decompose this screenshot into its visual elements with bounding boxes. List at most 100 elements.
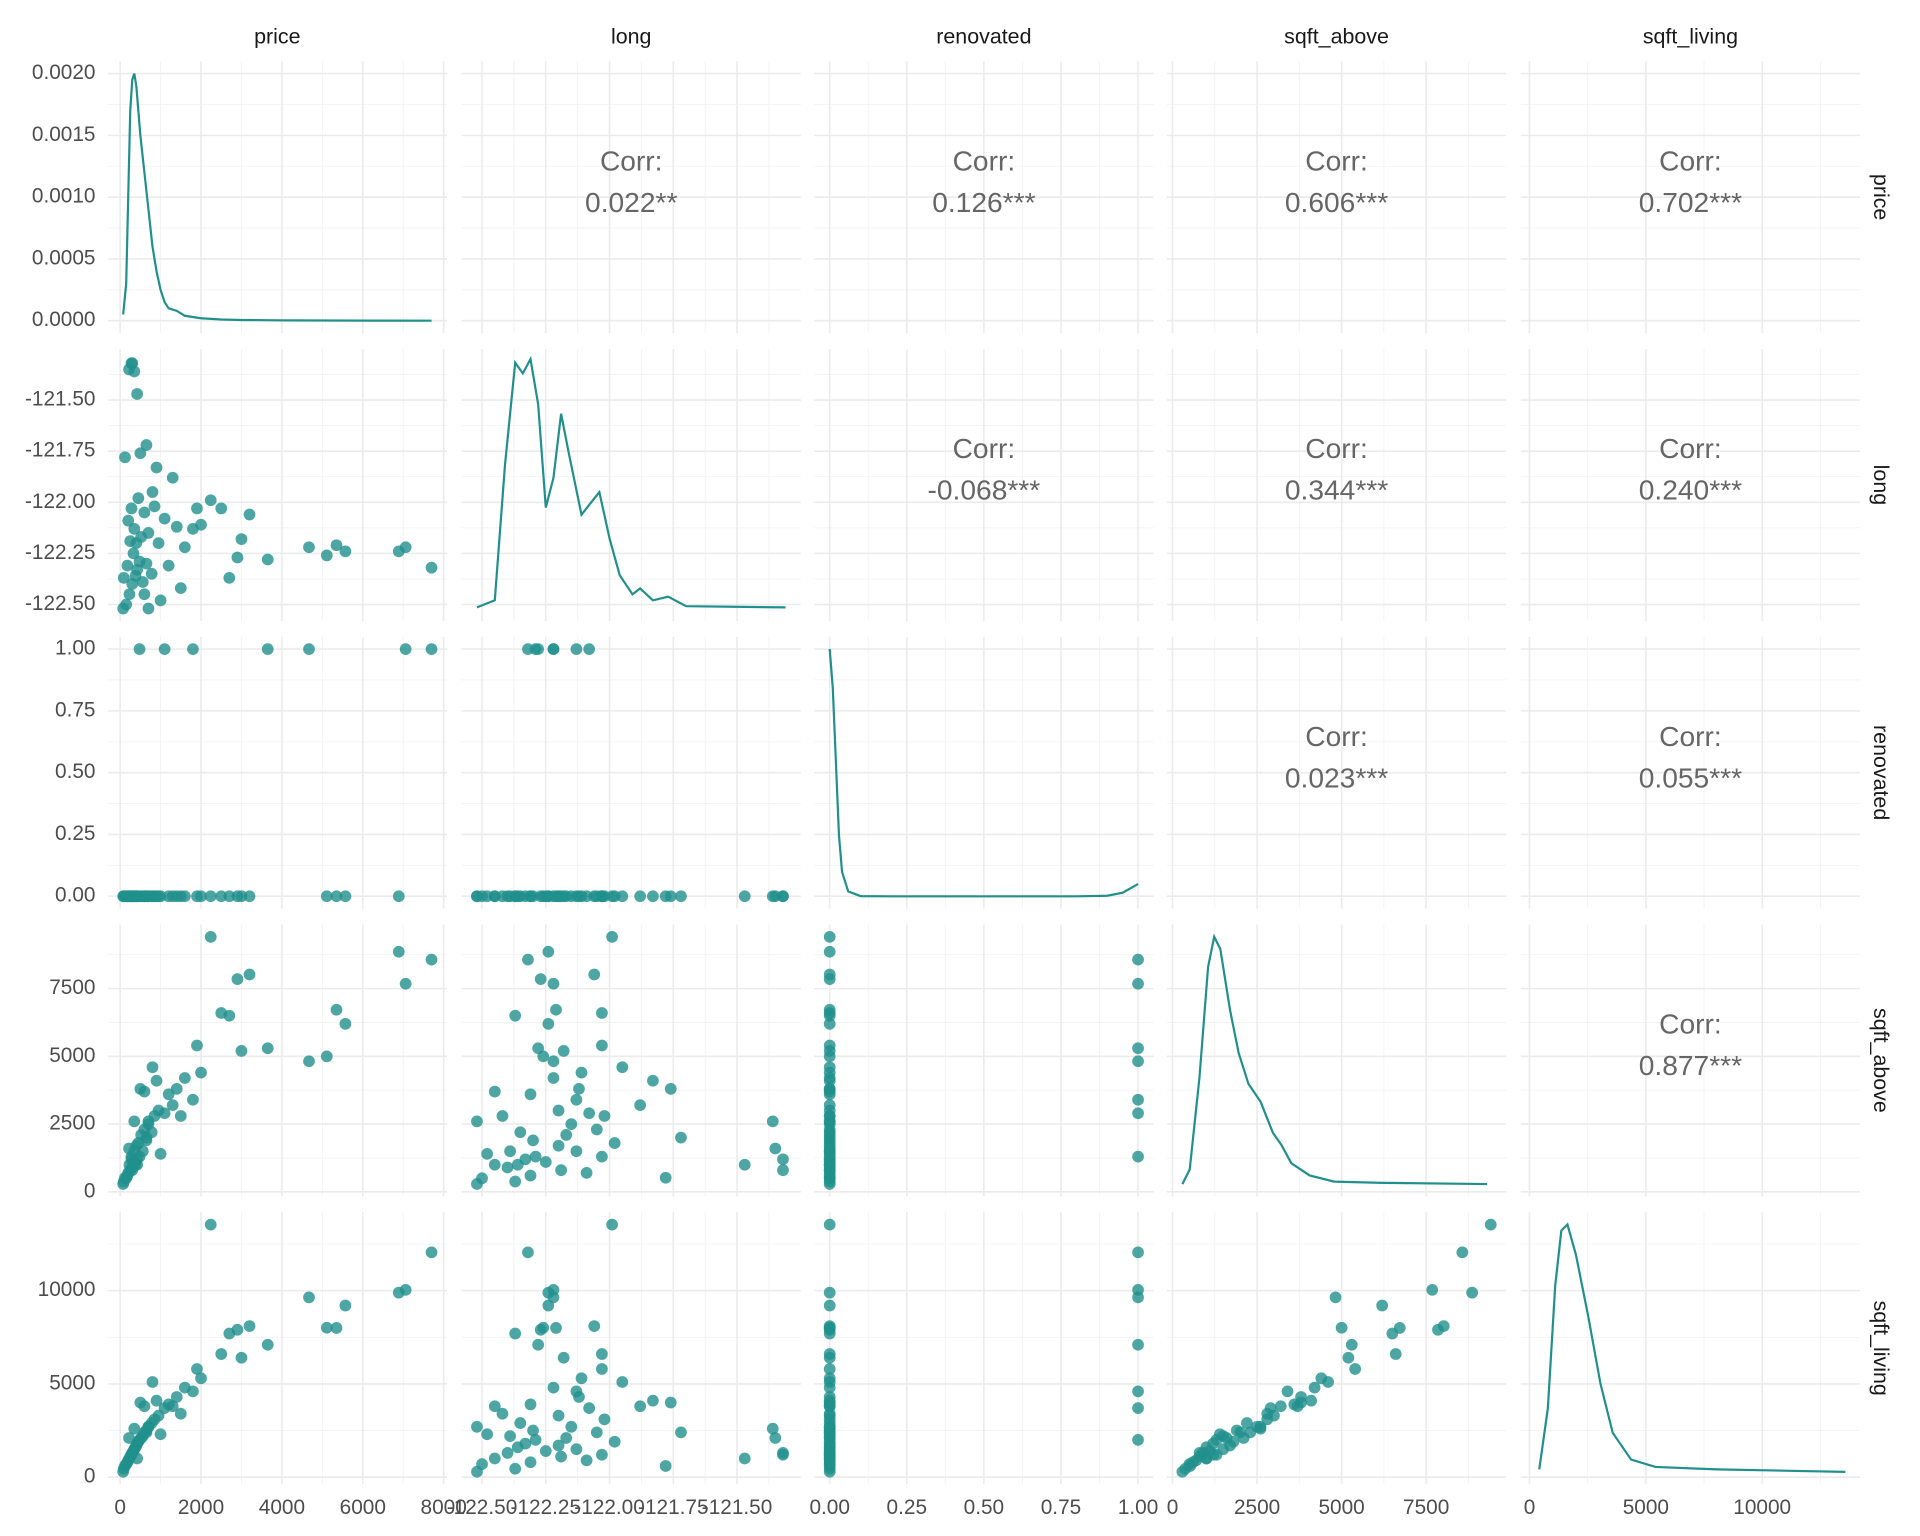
corr-value: 0.126*** (932, 187, 1035, 218)
scatter-point (117, 1465, 130, 1478)
scatter-point (204, 1218, 217, 1231)
y-tick-label: 0.25 (55, 822, 95, 845)
scatter-point (174, 1407, 187, 1420)
row-strip-label: price (1869, 174, 1893, 220)
scatter-point (823, 1286, 836, 1299)
panel: Corr: -0.068*** (814, 348, 1154, 621)
scatter-point (471, 1465, 483, 1478)
scatter-point (608, 1137, 621, 1149)
scatter-point (162, 1088, 175, 1101)
x-tick-label: -122.00 (574, 1496, 645, 1519)
scatter-point (501, 1161, 514, 1174)
scatter-point (124, 535, 137, 547)
scatter-point (557, 1351, 570, 1364)
corr-title: Corr: (1659, 1009, 1722, 1040)
scatter-point (392, 890, 405, 903)
scatter-point (1176, 1465, 1189, 1478)
scatter-point (547, 977, 560, 990)
y-tick-label: 0.50 (55, 760, 95, 783)
scatter-point (148, 500, 161, 513)
y-tick-label: 0.0015 (32, 123, 96, 146)
scatter-point (330, 539, 343, 552)
scatter-point (204, 930, 217, 943)
scatter-point (1342, 1351, 1355, 1364)
scatter-point (166, 471, 179, 484)
scatter-point (138, 1400, 151, 1413)
scatter-point (146, 1061, 159, 1074)
corr-value: -0.068*** (928, 475, 1041, 506)
scatter-point (339, 890, 352, 903)
scatter-point (204, 494, 217, 507)
scatter-point (675, 890, 687, 903)
scatter-point (1241, 1417, 1253, 1429)
scatter-point (187, 522, 199, 535)
scatter-point (583, 643, 596, 655)
scatter-point (223, 1327, 236, 1340)
scatter-point (522, 1246, 534, 1259)
scatter-point (823, 1407, 836, 1420)
scatter-point (1389, 1348, 1402, 1360)
scatter-point (122, 514, 135, 527)
scatter-point (117, 602, 130, 615)
density-line (1181, 933, 1488, 1186)
scatter-point (174, 890, 187, 903)
scatter-point (524, 1398, 537, 1411)
scatter-point (243, 508, 256, 521)
scatter-point (565, 1118, 578, 1130)
scatter-point (1132, 953, 1144, 966)
scatter-point (231, 551, 244, 564)
scatter-point (146, 1376, 159, 1388)
scatter-point (606, 1218, 618, 1231)
scatter-point (142, 602, 155, 615)
scatter-point (303, 1291, 315, 1304)
corr-value: 0.877*** (1639, 1050, 1742, 1081)
x-tick-label: 5000 (1623, 1496, 1669, 1519)
scatter-point (471, 1178, 483, 1190)
scatter-point (471, 890, 483, 903)
scatter-point (555, 890, 567, 903)
scatter-point (392, 1286, 405, 1299)
scatter-point (235, 533, 248, 545)
scatter-point (588, 1320, 601, 1332)
y-tick-label: 0.75 (55, 698, 95, 721)
x-tick-label: 0.25 (887, 1496, 927, 1519)
scatter-point (823, 1099, 836, 1112)
scatter-point (509, 1175, 522, 1188)
scatter-point (1132, 1150, 1144, 1163)
scatter-point (547, 1072, 560, 1084)
scatter-point (392, 945, 405, 958)
scatter-point (425, 1246, 438, 1259)
scatter-point (215, 1007, 228, 1019)
scatter-point (138, 506, 151, 519)
scatter-point (555, 1164, 567, 1177)
scatter-point (560, 1432, 573, 1444)
scatter-point (150, 1074, 163, 1087)
scatter-point (542, 945, 555, 958)
scatter-point (158, 643, 171, 655)
scatter-point (557, 1045, 570, 1057)
scatter-point (121, 559, 134, 572)
scatter-point (496, 1110, 509, 1122)
scatter-point (777, 890, 789, 903)
x-tick-label: 0.50 (964, 1496, 1004, 1519)
scatter-point (552, 1409, 565, 1422)
scatter-point (509, 1462, 522, 1475)
scatter-point (1305, 1394, 1318, 1407)
scatter-point (527, 1134, 539, 1147)
scatter-point (1254, 1420, 1267, 1433)
scatter-point (132, 492, 145, 505)
panel (814, 636, 1154, 909)
scatter-point (123, 1432, 135, 1444)
scatter-point (1132, 1385, 1144, 1398)
scatter-point (399, 977, 412, 990)
scatter-point (126, 1447, 139, 1459)
scatter-point (738, 890, 751, 903)
scatter-point (596, 1348, 608, 1360)
scatter-point (119, 451, 131, 464)
scatter-point (142, 1115, 155, 1128)
scatter-point (488, 1085, 501, 1098)
scatter-point (488, 1158, 501, 1171)
scatter-point (339, 545, 352, 558)
scatter-point (766, 1115, 779, 1128)
